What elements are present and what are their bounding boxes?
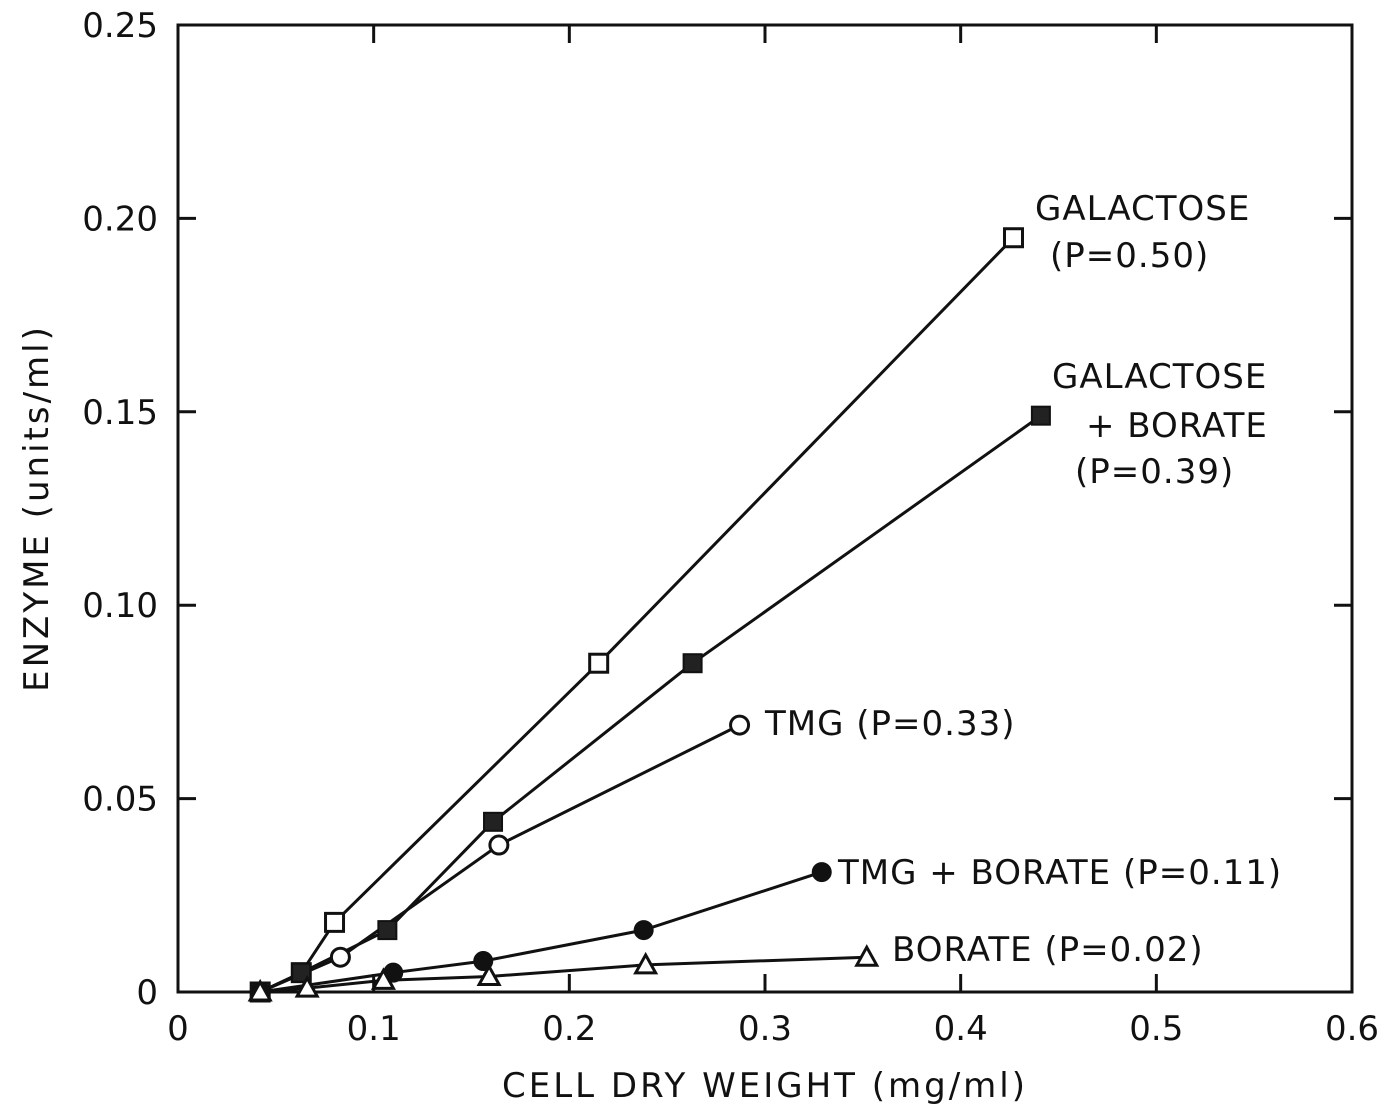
data-markers — [247, 227, 1051, 1003]
data-point — [633, 951, 659, 975]
series-label: GALACTOSE — [1035, 189, 1250, 229]
series-line-5 — [260, 955, 867, 994]
series-label: (P=0.50) — [1050, 236, 1209, 276]
data-point — [1030, 405, 1051, 426]
series-label: GALACTOSE — [1052, 357, 1267, 397]
x-tick-label: 0.6 — [1325, 1009, 1379, 1049]
y-axis-title: ENZYME (units/ml) — [17, 324, 57, 692]
data-point — [811, 862, 832, 883]
x-tick-label: 0.4 — [934, 1009, 988, 1049]
data-point — [329, 946, 351, 968]
data-point — [633, 920, 654, 941]
data-point — [729, 714, 751, 736]
x-tick-label: 0.1 — [347, 1009, 401, 1049]
data-point — [1002, 227, 1024, 249]
x-tick-label: 0.3 — [738, 1009, 792, 1049]
y-tick-label: 0.15 — [82, 393, 158, 433]
y-tick-label: 0.20 — [82, 199, 158, 239]
x-axis-title: CELL DRY WEIGHT (mg/ml) — [502, 1066, 1028, 1106]
x-tick-label: 0.2 — [542, 1009, 596, 1049]
series-label: (P=0.39) — [1075, 452, 1234, 492]
data-point — [377, 920, 398, 941]
data-point — [247, 978, 273, 1002]
x-tick-label: 0.5 — [1129, 1009, 1183, 1049]
series-label: + BORATE — [1086, 406, 1268, 446]
data-point — [854, 944, 880, 967]
x-tick-label: 0 — [167, 1009, 189, 1049]
y-tick-label: 0.10 — [82, 586, 158, 626]
data-point — [588, 652, 610, 674]
data-point — [483, 811, 504, 832]
data-point — [488, 834, 510, 856]
series-label: TMG (P=0.33) — [764, 704, 1015, 744]
data-point — [473, 951, 494, 972]
data-point — [291, 962, 312, 983]
data-point — [476, 963, 502, 987]
plot-frame — [176, 23, 1354, 994]
data-point — [294, 975, 320, 998]
axis-ticks: 0 0.1 0.2 0.3 0.4 0.5 0.6 0 0.05 0.10 0.15 0.20 0.25 — [82, 6, 1379, 1049]
data-point — [370, 967, 396, 990]
series-label: BORATE (P=0.02) — [892, 930, 1204, 970]
series-annotations: GALACTOSE (P=0.50) GALACTOSE + BORATE (P=0.3… — [764, 189, 1282, 970]
series-label: TMG + BORATE (P=0.11) — [837, 853, 1282, 893]
data-point — [324, 911, 346, 933]
y-tick-label: 0 — [136, 973, 158, 1013]
y-tick-label: 0.25 — [82, 6, 158, 46]
data-point — [682, 653, 703, 674]
y-tick-label: 0.05 — [82, 780, 158, 820]
